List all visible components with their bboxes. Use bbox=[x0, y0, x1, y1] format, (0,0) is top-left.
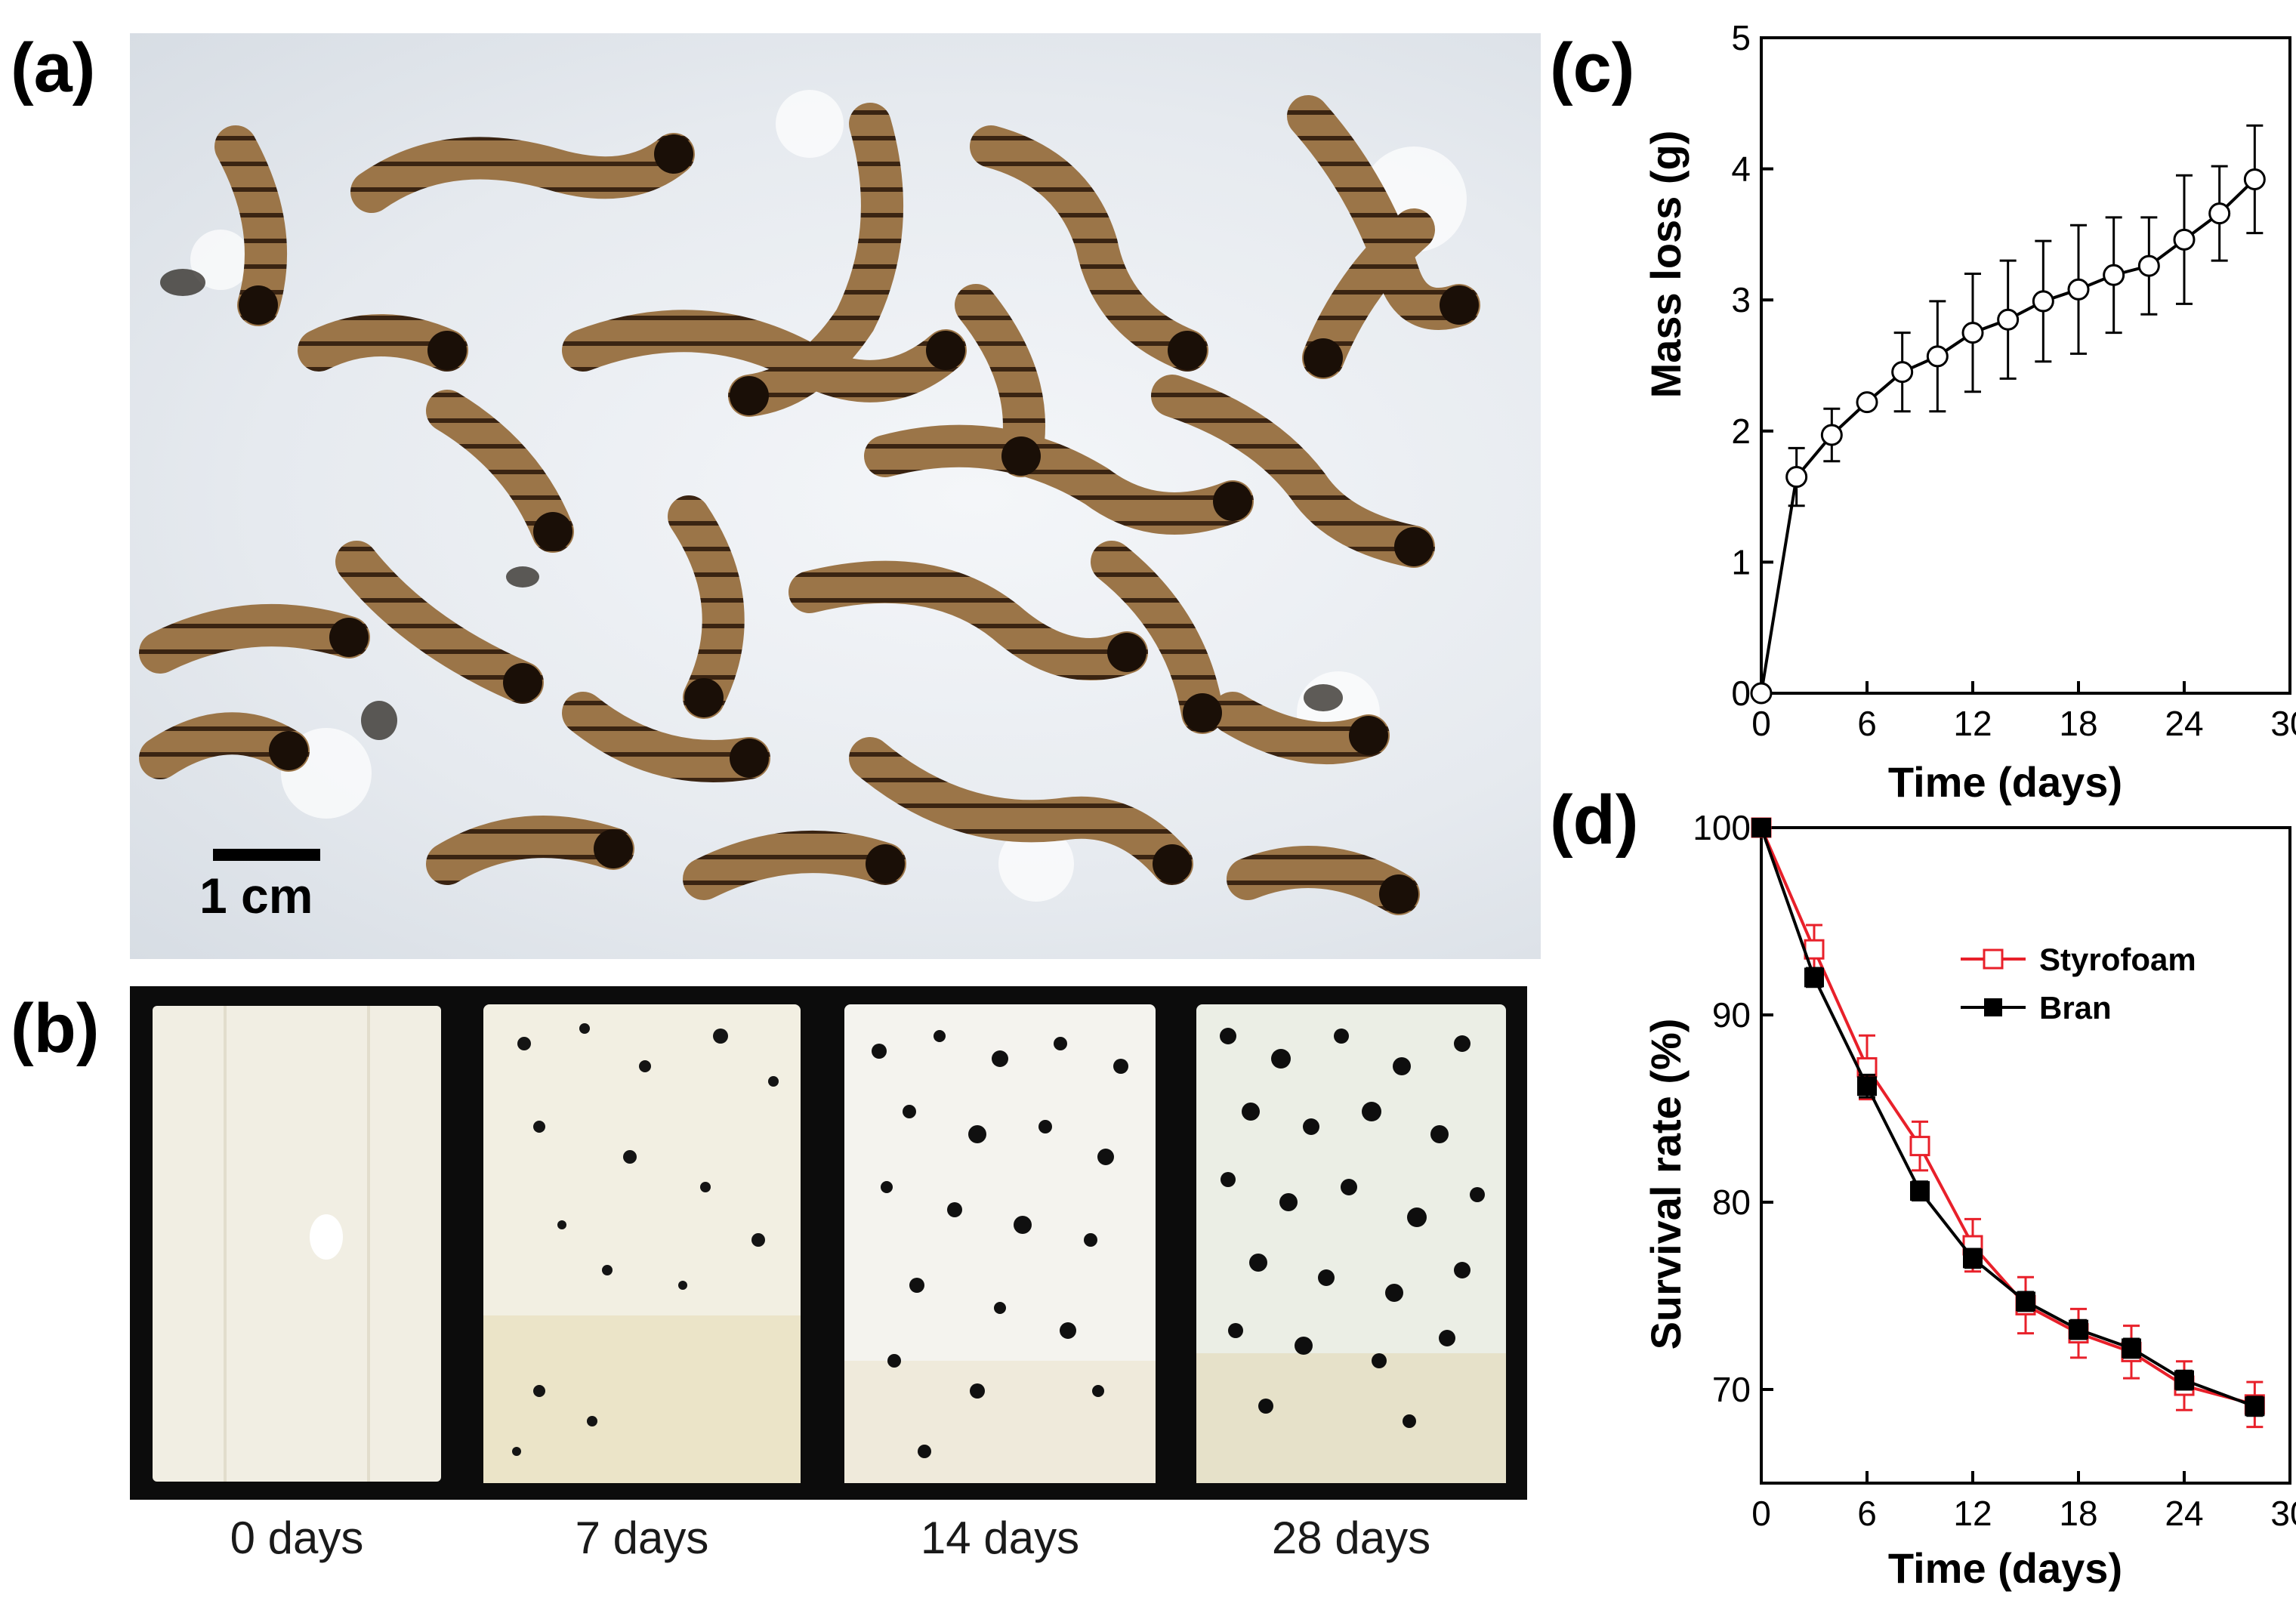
chart-c-ytick-label: 0 bbox=[1731, 674, 1751, 713]
panel-label-b: (b) bbox=[11, 990, 100, 1067]
chart-c-xtick-label: 24 bbox=[2165, 704, 2203, 743]
sample-caption-0-days: 0 days bbox=[230, 1513, 364, 1563]
chart-d-series-styrofoam-point bbox=[1909, 1136, 1930, 1157]
chart-c-series-0-point bbox=[2137, 254, 2160, 277]
chart-d-xtick-label: 24 bbox=[2165, 1494, 2203, 1533]
foam-pits bbox=[160, 269, 1343, 740]
sample-0-days-image bbox=[153, 1006, 441, 1482]
chart-c: Mass loss (g) Time (days) 06121824300123… bbox=[1642, 18, 2296, 806]
chart-c-xtick-label: 18 bbox=[2059, 704, 2097, 743]
chart-d-series-bran-line bbox=[1760, 827, 2256, 1408]
chart-c-xlabel: Time (days) bbox=[1888, 758, 2122, 806]
chart-c-ytick-label: 2 bbox=[1731, 412, 1751, 451]
chart-c-series-0-point bbox=[2173, 228, 2196, 251]
chart-d-series-styrofoam-line bbox=[1760, 827, 2255, 1406]
chart-c-series-0-point bbox=[2243, 168, 2266, 190]
chart-d-ytick-label: 90 bbox=[1712, 995, 1751, 1035]
chart-d-ylabel: Survival rate (%) bbox=[1642, 1019, 1690, 1350]
chart-c-series-0-point bbox=[1997, 308, 2020, 331]
chart-d-xtick-label: 12 bbox=[1953, 1494, 1992, 1533]
chart-c-ytick-label: 3 bbox=[1731, 280, 1751, 319]
chart-d-frame bbox=[1760, 826, 2291, 1485]
mealworm-heads bbox=[239, 134, 1479, 914]
chart-c-ytick-label: 4 bbox=[1731, 150, 1751, 189]
mealworm-photo: 1 cm bbox=[130, 33, 1541, 959]
chart-c-series-0-point bbox=[2103, 264, 2125, 286]
foam-texture bbox=[190, 90, 1467, 902]
chart-d-series-bran-point bbox=[1751, 818, 1771, 837]
sample-14-days bbox=[834, 998, 1166, 1489]
chart-d-series-bran-point bbox=[2069, 1319, 2088, 1340]
chart-c-xtick-label: 0 bbox=[1751, 704, 1771, 743]
panel-label-a: (a) bbox=[11, 29, 96, 106]
chart-c-frame bbox=[1760, 36, 2291, 695]
sample-7-days bbox=[471, 998, 813, 1489]
scale-bar bbox=[213, 849, 320, 861]
scale-bar-label: 1 cm bbox=[199, 868, 313, 924]
chart-d-legend-bran-label: Bran bbox=[2039, 990, 2112, 1025]
chart-c-ytick-label: 5 bbox=[1731, 18, 1751, 57]
chart-d-series-bran-point bbox=[2174, 1370, 2194, 1390]
sample-caption-28-days: 28 days bbox=[1271, 1513, 1431, 1563]
chart-d-xtick-label: 6 bbox=[1857, 1494, 1877, 1533]
chart-d-xtick-label: 30 bbox=[2270, 1494, 2296, 1533]
chart-d-series-bran-point bbox=[1857, 1076, 1877, 1096]
chart-c-series-0-point bbox=[2208, 202, 2231, 225]
chart-c-xtick-label: 30 bbox=[2270, 704, 2296, 743]
chart-d-series-bran-point bbox=[1910, 1181, 1930, 1201]
chart-d-series-bran-point bbox=[1804, 967, 1824, 988]
chart-c-plot: 0612182430012345 bbox=[1731, 18, 2296, 743]
chart-d-xtick-label: 18 bbox=[2059, 1494, 2097, 1533]
chart-d-legend-styrofoam-label: Styrofoam bbox=[2039, 942, 2196, 977]
chart-c-series-0-point bbox=[1820, 424, 1843, 446]
panel-label-c: (c) bbox=[1550, 29, 1635, 106]
chart-d-ytick-label: 70 bbox=[1712, 1370, 1751, 1409]
chart-c-series-0-point bbox=[2032, 290, 2054, 313]
chart-c-ylabel: Mass loss (g) bbox=[1642, 131, 1690, 399]
sample-caption-7-days: 7 days bbox=[575, 1513, 709, 1563]
chart-c-series-0-point bbox=[1856, 391, 1878, 414]
sample-14-days-image bbox=[844, 1004, 1156, 1483]
chart-c-series-0-point bbox=[1926, 345, 1949, 368]
chart-c-series-0-point bbox=[1750, 682, 1773, 705]
chart-d-series-bran-point bbox=[2016, 1291, 2035, 1312]
chart-d-plot: 0 6 12 18 24 30 70 80 90 100 Styrofoam Bran bbox=[1693, 808, 2296, 1533]
sample-caption-14-days: 14 days bbox=[920, 1513, 1080, 1563]
chart-d-ytick-label: 100 bbox=[1693, 808, 1751, 847]
mealworm-illustration bbox=[139, 90, 1480, 915]
chart-d-series-bran-point bbox=[2245, 1396, 2265, 1417]
chart-c-series-0-point bbox=[1891, 361, 1914, 384]
chart-d: Survival rate (%) Time (days) 0 6 12 18 24 30… bbox=[1642, 808, 2296, 1592]
chart-c-series-0-point bbox=[1785, 466, 1808, 489]
chart-d-series-bran-point bbox=[1963, 1248, 1983, 1269]
chart-c-xtick-label: 6 bbox=[1857, 704, 1877, 743]
panel-label-d: (d) bbox=[1550, 782, 1639, 859]
chart-d-legend-bran-marker bbox=[1984, 998, 2002, 1016]
chart-d-xtick-label: 0 bbox=[1751, 1494, 1771, 1533]
sample-28-days-image bbox=[1196, 1004, 1506, 1483]
sample-7-days-image bbox=[483, 1004, 801, 1483]
chart-d-xlabel: Time (days) bbox=[1888, 1544, 2122, 1592]
chart-c-series-0-point bbox=[2067, 278, 2090, 301]
chart-d-legend-styrofoam-marker bbox=[1983, 948, 2004, 970]
chart-c-xtick-label: 12 bbox=[1953, 704, 1992, 743]
chart-c-ytick-label: 1 bbox=[1731, 542, 1751, 581]
sample-28-days bbox=[1183, 998, 1520, 1489]
chart-d-ytick-label: 80 bbox=[1712, 1183, 1751, 1222]
sample-0-days bbox=[142, 998, 452, 1489]
chart-d-series-bran-point bbox=[2122, 1338, 2141, 1359]
chart-c-series-0-point bbox=[1961, 322, 1984, 344]
